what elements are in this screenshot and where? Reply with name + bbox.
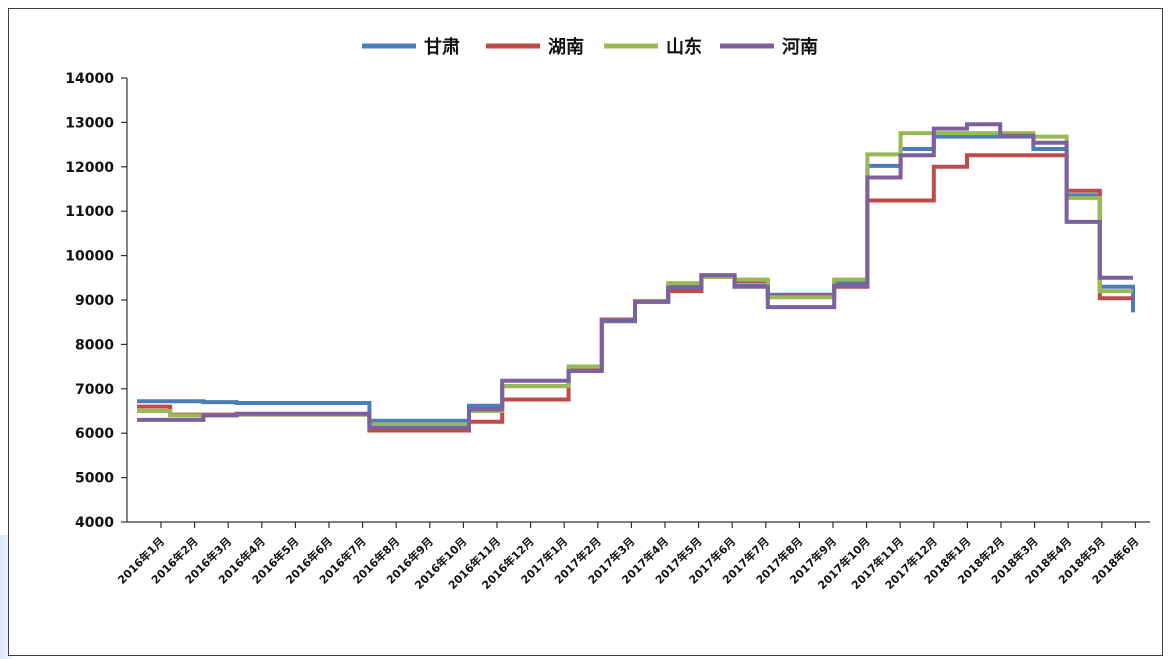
y-tick-label: 11000 [65,204,114,220]
legend-label: 湖南 [548,36,584,58]
legend-label: 甘肃 [424,36,460,58]
y-tick-label: 14000 [65,71,114,87]
y-tick-label: 6000 [75,426,114,442]
series-line-0 [137,134,1135,423]
y-tick-label: 12000 [65,160,114,176]
series-line-3 [137,122,1133,430]
series-line-2 [137,131,1133,427]
x-axis: 2016年1月2016年2月2016年3月2016年4月2016年5月2016年… [115,521,1150,592]
y-tick-label: 5000 [75,471,114,487]
chart-frame [8,8,1163,656]
y-tick-label: 9000 [75,293,114,309]
y-tick-label: 8000 [75,337,114,353]
y-tick-label: 13000 [65,115,114,131]
y-tick-label: 7000 [75,382,114,398]
series-line-1 [137,153,1133,433]
y-tick-label: 10000 [65,249,114,265]
y-axis: 4000 5000 6000 7000 8000 9000 10000 11000 12000 1… [65,71,128,531]
legend: 甘肃 湖南 山东 河南 [362,36,818,58]
legend-label: 河南 [782,36,818,58]
y-tick-label: 4000 [75,515,114,531]
legend-label: 山东 [666,36,702,58]
series-lines [137,122,1135,433]
